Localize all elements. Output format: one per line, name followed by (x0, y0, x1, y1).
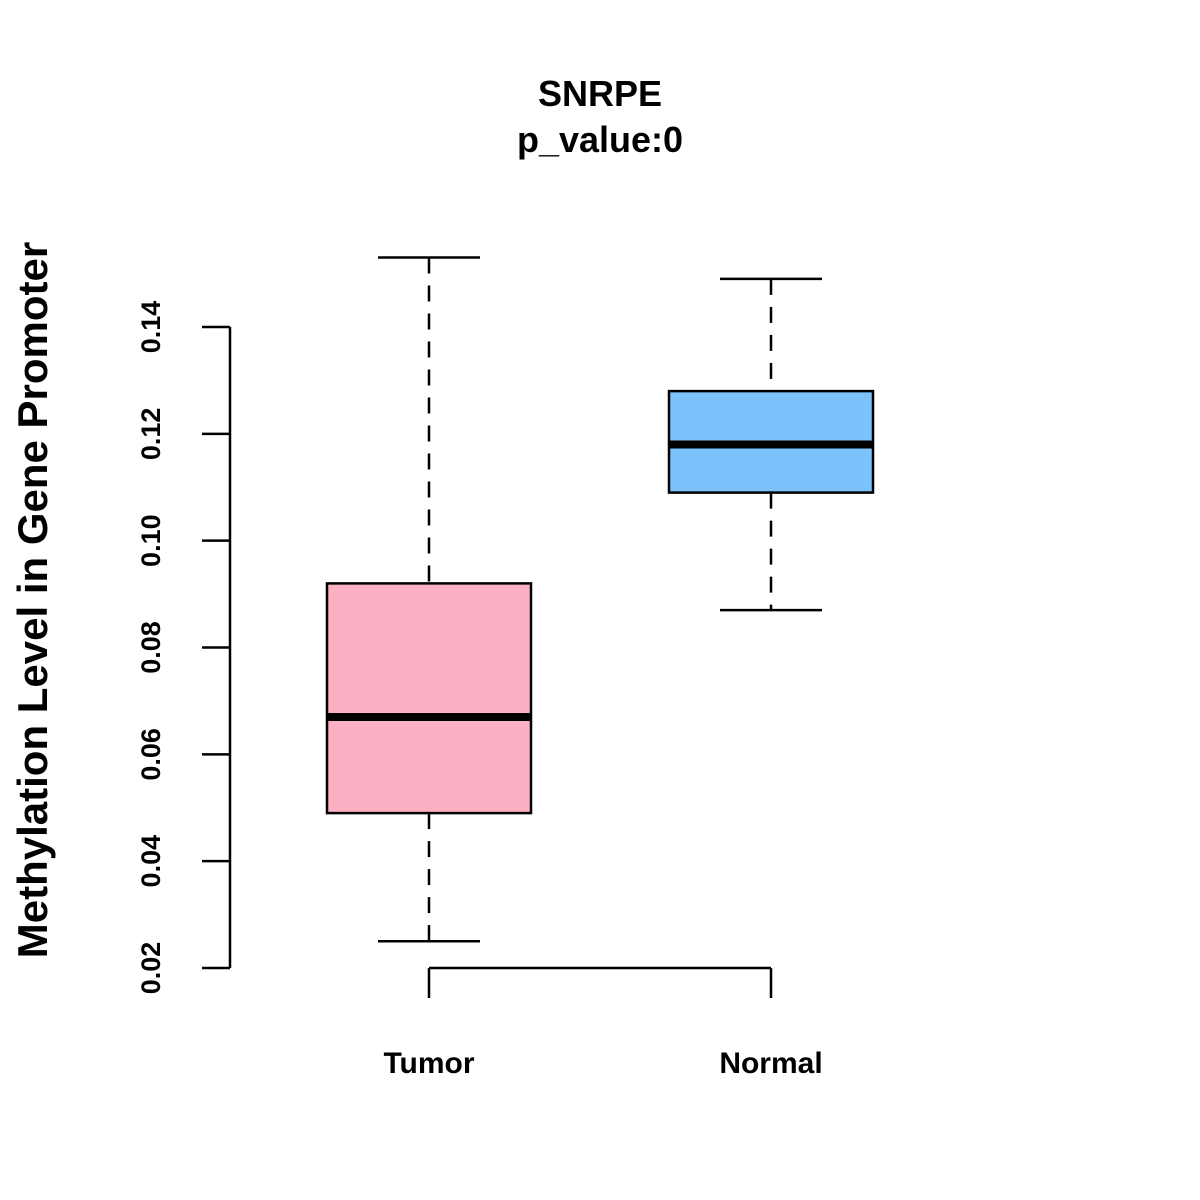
x-tick-label: Tumor (383, 1047, 474, 1080)
y-tick-label: 0.12 (136, 408, 166, 461)
y-tick-label: 0.10 (136, 514, 166, 567)
y-tick-label: 0.06 (136, 728, 166, 781)
y-tick-label: 0.14 (136, 301, 166, 354)
box-normal (667, 277, 875, 612)
chart-subtitle: p_value:0 (517, 119, 683, 160)
y-tick-label: 0.02 (136, 942, 166, 995)
x-tick-label: Normal (719, 1047, 822, 1080)
y-tick-label: 0.08 (136, 621, 166, 674)
box-tumor (325, 256, 533, 943)
box-iqr (325, 582, 533, 815)
chart-title: SNRPE (538, 73, 662, 114)
y-tick-label: 0.04 (136, 835, 166, 888)
y-axis: 0.02 0.04 0.06 0.08 0.10 0.12 0.14 (136, 301, 232, 995)
y-axis-label: Methylation Level in Gene Promoter (9, 242, 56, 958)
boxes (325, 256, 875, 943)
x-axis: Tumor Normal (383, 966, 823, 1080)
